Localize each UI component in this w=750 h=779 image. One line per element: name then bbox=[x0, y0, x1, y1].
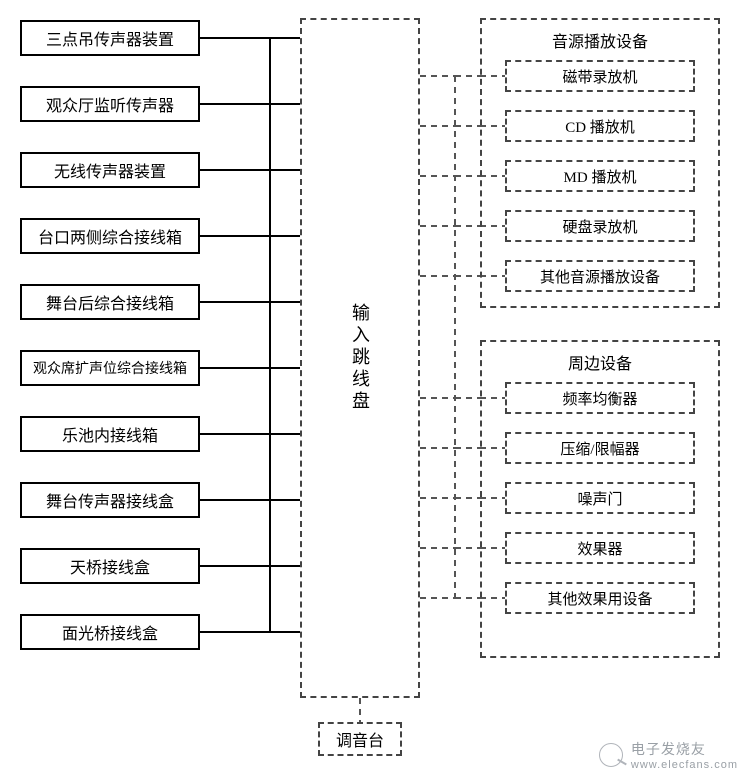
left-box-5: 观众席扩声位综合接线箱 bbox=[20, 350, 200, 386]
watermark-en: www.elecfans.com bbox=[631, 759, 738, 771]
left-box-label-7: 舞台传声器接线盒 bbox=[46, 488, 174, 512]
audio-src-label-2: MD 播放机 bbox=[564, 166, 637, 187]
left-box-label-0: 三点吊传声器装置 bbox=[46, 26, 174, 50]
diagram-canvas: 输入跳线盘 三点吊传声器装置观众厅监听传声器无线传声器装置台口两侧综合接线箱舞台… bbox=[0, 0, 750, 779]
left-box-label-2: 无线传声器装置 bbox=[54, 158, 166, 182]
logo-icon bbox=[599, 743, 623, 767]
left-box-9: 面光桥接线盒 bbox=[20, 614, 200, 650]
left-box-0: 三点吊传声器装置 bbox=[20, 20, 200, 56]
audio-src-box-3: 硬盘录放机 bbox=[505, 210, 695, 242]
peripheral-label-2: 噪声门 bbox=[577, 488, 622, 509]
center-patchbay-label: 输入跳线盘 bbox=[347, 303, 373, 413]
audio-src-box-0: 磁带录放机 bbox=[505, 60, 695, 92]
audio-src-box-2: MD 播放机 bbox=[505, 160, 695, 192]
left-box-label-4: 舞台后综合接线箱 bbox=[46, 290, 174, 314]
left-box-label-1: 观众厅监听传声器 bbox=[46, 92, 174, 116]
center-patchbay-panel: 输入跳线盘 bbox=[300, 18, 420, 698]
audio-src-box-1: CD 播放机 bbox=[505, 110, 695, 142]
watermark: 电子发烧友 www.elecfans.com bbox=[599, 739, 738, 771]
left-box-1: 观众厅监听传声器 bbox=[20, 86, 200, 122]
audio-src-label-4: 其他音源播放设备 bbox=[540, 266, 660, 287]
peripheral-box-1: 压缩/限幅器 bbox=[505, 432, 695, 464]
left-box-4: 舞台后综合接线箱 bbox=[20, 284, 200, 320]
left-box-label-3: 台口两侧综合接线箱 bbox=[38, 224, 182, 248]
audio-src-label-3: 硬盘录放机 bbox=[562, 216, 637, 237]
peripheral-label-4: 其他效果用设备 bbox=[547, 588, 652, 609]
left-box-2: 无线传声器装置 bbox=[20, 152, 200, 188]
audio-src-box-4: 其他音源播放设备 bbox=[505, 260, 695, 292]
left-box-8: 天桥接线盒 bbox=[20, 548, 200, 584]
audio-src-label-1: CD 播放机 bbox=[565, 116, 635, 137]
peripheral-box-4: 其他效果用设备 bbox=[505, 582, 695, 614]
group-peripherals-title: 周边设备 bbox=[505, 350, 695, 374]
audio-src-label-0: 磁带录放机 bbox=[562, 66, 637, 87]
group-audio-sources-title: 音源播放设备 bbox=[505, 28, 695, 52]
mixer-box: 调音台 bbox=[318, 722, 402, 756]
peripheral-box-0: 频率均衡器 bbox=[505, 382, 695, 414]
peripheral-box-3: 效果器 bbox=[505, 532, 695, 564]
left-box-label-5: 观众席扩声位综合接线箱 bbox=[33, 358, 187, 378]
peripheral-box-2: 噪声门 bbox=[505, 482, 695, 514]
mixer-label: 调音台 bbox=[336, 727, 384, 751]
left-box-6: 乐池内接线箱 bbox=[20, 416, 200, 452]
left-box-label-9: 面光桥接线盒 bbox=[62, 620, 158, 644]
peripheral-label-3: 效果器 bbox=[577, 538, 622, 559]
peripheral-label-0: 频率均衡器 bbox=[562, 388, 637, 409]
watermark-cn: 电子发烧友 bbox=[631, 739, 738, 759]
left-box-label-8: 天桥接线盒 bbox=[70, 554, 150, 578]
left-box-label-6: 乐池内接线箱 bbox=[62, 422, 158, 446]
peripheral-label-1: 压缩/限幅器 bbox=[560, 438, 639, 459]
left-box-3: 台口两侧综合接线箱 bbox=[20, 218, 200, 254]
left-box-7: 舞台传声器接线盒 bbox=[20, 482, 200, 518]
